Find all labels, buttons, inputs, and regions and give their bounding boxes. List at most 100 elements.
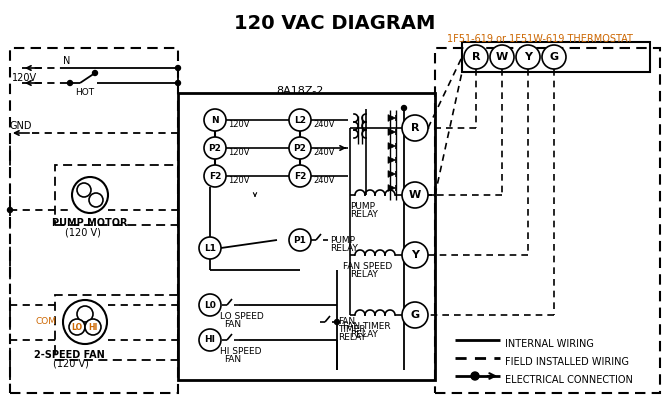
- Text: PUMP MOTOR: PUMP MOTOR: [52, 218, 127, 228]
- Polygon shape: [388, 142, 395, 149]
- Circle shape: [204, 137, 226, 159]
- Text: N: N: [211, 116, 219, 124]
- Text: 120V: 120V: [228, 119, 249, 129]
- Circle shape: [402, 115, 428, 141]
- Circle shape: [402, 242, 428, 268]
- Text: G: G: [549, 52, 559, 62]
- Text: P2: P2: [293, 143, 306, 153]
- Circle shape: [7, 207, 13, 212]
- Text: P1: P1: [293, 235, 306, 245]
- Bar: [435, 48, 660, 393]
- Text: 240V: 240V: [313, 176, 334, 184]
- Text: TIMER: TIMER: [338, 325, 366, 334]
- Polygon shape: [388, 115, 395, 122]
- Bar: [55, 295, 178, 360]
- Text: RELAY: RELAY: [350, 210, 378, 219]
- Circle shape: [199, 237, 221, 259]
- Circle shape: [289, 137, 311, 159]
- Circle shape: [402, 182, 428, 208]
- Text: RELAY: RELAY: [350, 270, 378, 279]
- Circle shape: [92, 70, 98, 75]
- Text: 1F51-619 or 1F51W-619 THERMOSTAT: 1F51-619 or 1F51W-619 THERMOSTAT: [447, 34, 633, 44]
- Text: GND: GND: [10, 121, 33, 131]
- Bar: [55, 165, 178, 225]
- Text: 2-SPEED FAN: 2-SPEED FAN: [34, 350, 105, 360]
- Circle shape: [63, 300, 107, 344]
- Circle shape: [85, 319, 101, 335]
- Circle shape: [289, 229, 311, 251]
- Bar: [10, 48, 178, 393]
- Text: R: R: [411, 123, 419, 133]
- Text: W: W: [409, 190, 421, 200]
- Circle shape: [289, 165, 311, 187]
- Text: LO: LO: [72, 323, 82, 331]
- Circle shape: [401, 106, 407, 111]
- Polygon shape: [388, 185, 395, 191]
- Text: FAN TIMER: FAN TIMER: [343, 322, 391, 331]
- Text: PUMP: PUMP: [350, 202, 375, 211]
- Text: COM: COM: [35, 316, 56, 326]
- Text: FIELD INSTALLED WIRING: FIELD INSTALLED WIRING: [505, 357, 629, 367]
- Text: L0: L0: [204, 300, 216, 310]
- Bar: [462, 42, 650, 72]
- Text: Y: Y: [411, 250, 419, 260]
- Text: 240V: 240V: [313, 147, 334, 157]
- Text: FAN: FAN: [338, 317, 355, 326]
- Text: HI SPEED: HI SPEED: [220, 347, 261, 356]
- Circle shape: [77, 183, 91, 197]
- Polygon shape: [388, 129, 395, 135]
- Text: L1: L1: [204, 243, 216, 253]
- Text: RELAY: RELAY: [338, 333, 366, 342]
- Circle shape: [77, 306, 93, 322]
- Text: RELAY: RELAY: [350, 330, 378, 339]
- Text: 240V: 240V: [313, 119, 334, 129]
- Text: PUMP: PUMP: [330, 236, 355, 245]
- Circle shape: [289, 109, 311, 131]
- Bar: [178, 93, 435, 380]
- Circle shape: [199, 294, 221, 316]
- Text: R: R: [472, 52, 480, 62]
- Circle shape: [334, 320, 340, 324]
- Text: Y: Y: [524, 52, 532, 62]
- Text: (120 V): (120 V): [53, 359, 89, 369]
- Text: LO SPEED: LO SPEED: [220, 312, 264, 321]
- Text: (120 V): (120 V): [65, 227, 101, 237]
- Text: G: G: [411, 310, 419, 320]
- Circle shape: [516, 45, 540, 69]
- Circle shape: [72, 177, 108, 213]
- Text: L2: L2: [294, 116, 306, 124]
- Text: HOT: HOT: [75, 88, 94, 97]
- Text: HI: HI: [88, 323, 98, 331]
- Text: FAN SPEED: FAN SPEED: [343, 262, 392, 271]
- Polygon shape: [388, 157, 395, 163]
- Circle shape: [464, 45, 488, 69]
- Text: 120V: 120V: [228, 147, 249, 157]
- Text: ELECTRICAL CONNECTION: ELECTRICAL CONNECTION: [505, 375, 633, 385]
- Text: INTERNAL WIRING: INTERNAL WIRING: [505, 339, 594, 349]
- Circle shape: [490, 45, 514, 69]
- Text: 8A18Z-2: 8A18Z-2: [276, 86, 324, 96]
- Polygon shape: [388, 171, 395, 177]
- Text: P2: P2: [208, 143, 222, 153]
- Text: N: N: [63, 56, 70, 66]
- Circle shape: [68, 80, 72, 85]
- Circle shape: [199, 329, 221, 351]
- Text: 120V: 120V: [12, 73, 37, 83]
- Circle shape: [542, 45, 566, 69]
- Text: FAN: FAN: [224, 320, 241, 329]
- Text: 120 VAC DIAGRAM: 120 VAC DIAGRAM: [234, 14, 436, 33]
- Text: 120V: 120V: [228, 176, 249, 184]
- Text: F2: F2: [294, 171, 306, 181]
- Text: W: W: [496, 52, 508, 62]
- Circle shape: [176, 65, 180, 70]
- Circle shape: [402, 302, 428, 328]
- Circle shape: [204, 109, 226, 131]
- Text: HI: HI: [204, 336, 216, 344]
- Circle shape: [176, 80, 180, 85]
- Circle shape: [89, 193, 103, 207]
- Text: F2: F2: [209, 171, 221, 181]
- Circle shape: [204, 165, 226, 187]
- Circle shape: [69, 319, 85, 335]
- Text: FAN: FAN: [224, 355, 241, 364]
- Circle shape: [471, 372, 479, 380]
